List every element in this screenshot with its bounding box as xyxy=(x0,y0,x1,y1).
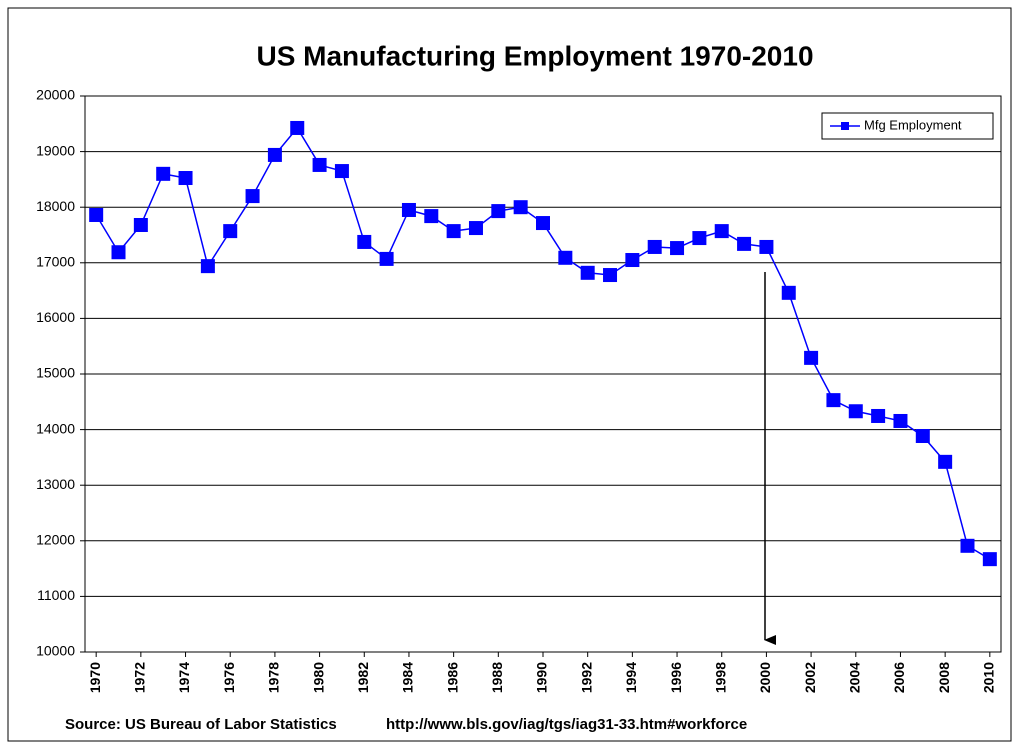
data-point xyxy=(670,241,685,256)
x-tick-label: 1996 xyxy=(668,662,684,693)
x-tick-label: 1990 xyxy=(534,662,550,693)
data-point xyxy=(982,552,997,567)
y-tick-label: 16000 xyxy=(36,309,75,325)
data-point xyxy=(960,538,975,553)
data-point xyxy=(603,268,618,283)
x-tick-label: 2008 xyxy=(936,662,952,693)
data-point xyxy=(848,404,863,419)
x-tick-label: 1986 xyxy=(444,662,460,693)
y-tick-label: 17000 xyxy=(36,254,75,270)
y-tick-label: 11000 xyxy=(37,587,75,603)
x-tick-label: 1976 xyxy=(221,662,237,693)
data-point xyxy=(826,393,841,408)
data-point xyxy=(446,224,461,239)
y-tick-label: 20000 xyxy=(36,87,75,103)
data-point xyxy=(312,157,327,172)
data-point xyxy=(379,251,394,266)
data-point xyxy=(737,236,752,251)
data-point xyxy=(536,216,550,231)
x-tick-label: 1998 xyxy=(712,662,728,693)
legend-marker xyxy=(841,122,849,130)
chart-title: US Manufacturing Employment 1970-2010 xyxy=(256,40,813,71)
y-tick-label: 19000 xyxy=(36,142,75,158)
data-point xyxy=(647,239,662,254)
data-point xyxy=(200,259,215,274)
source-url: http://www.bls.gov/iag/tgs/iag31-33.htm#… xyxy=(386,716,747,733)
x-tick-label: 1994 xyxy=(623,662,639,693)
data-point xyxy=(871,408,886,423)
x-tick-label: 1980 xyxy=(310,662,326,693)
data-point xyxy=(424,209,439,224)
data-point xyxy=(223,224,238,239)
data-point xyxy=(334,164,349,179)
legend-label: Mfg Employment xyxy=(864,117,962,132)
data-point xyxy=(89,207,104,222)
y-tick-label: 10000 xyxy=(36,643,75,659)
data-point xyxy=(133,217,148,232)
data-point xyxy=(491,204,506,219)
data-point xyxy=(558,250,573,265)
x-tick-label: 1970 xyxy=(87,662,103,693)
x-tick-label: 1988 xyxy=(489,662,505,693)
y-tick-label: 14000 xyxy=(36,420,75,436)
x-tick-label: 1972 xyxy=(132,662,148,693)
data-point xyxy=(178,171,193,186)
x-tick-label: 2006 xyxy=(891,662,907,693)
data-point xyxy=(290,120,305,135)
data-point xyxy=(245,189,260,204)
data-point xyxy=(714,224,729,239)
x-tick-label: 1974 xyxy=(176,662,192,693)
data-point xyxy=(625,253,640,268)
y-tick-label: 18000 xyxy=(36,198,75,214)
data-point xyxy=(938,454,953,469)
data-point xyxy=(513,200,528,215)
x-tick-label: 2000 xyxy=(757,662,773,693)
data-point xyxy=(759,239,774,254)
x-tick-label: 1984 xyxy=(400,662,416,693)
data-point xyxy=(111,245,126,260)
data-point xyxy=(156,166,171,181)
data-point xyxy=(267,147,282,162)
x-tick-label: 1982 xyxy=(355,662,371,693)
x-tick-label: 2010 xyxy=(981,662,997,693)
x-tick-label: 2002 xyxy=(802,662,818,693)
y-tick-label: 15000 xyxy=(36,365,75,381)
x-tick-label: 1978 xyxy=(266,662,282,693)
data-point xyxy=(401,202,416,217)
data-point xyxy=(915,428,930,443)
data-point xyxy=(893,413,908,428)
x-tick-label: 1992 xyxy=(578,662,594,693)
data-point xyxy=(580,265,595,280)
data-point xyxy=(781,285,796,300)
data-point xyxy=(357,234,372,249)
source: Source: US Bureau of Labor Statistics xyxy=(65,716,337,733)
y-tick-label: 13000 xyxy=(36,476,75,492)
data-point xyxy=(468,221,483,236)
x-tick-label: 2004 xyxy=(846,662,862,693)
data-point xyxy=(804,350,819,365)
data-point xyxy=(692,231,707,246)
y-tick-label: 12000 xyxy=(36,532,75,548)
